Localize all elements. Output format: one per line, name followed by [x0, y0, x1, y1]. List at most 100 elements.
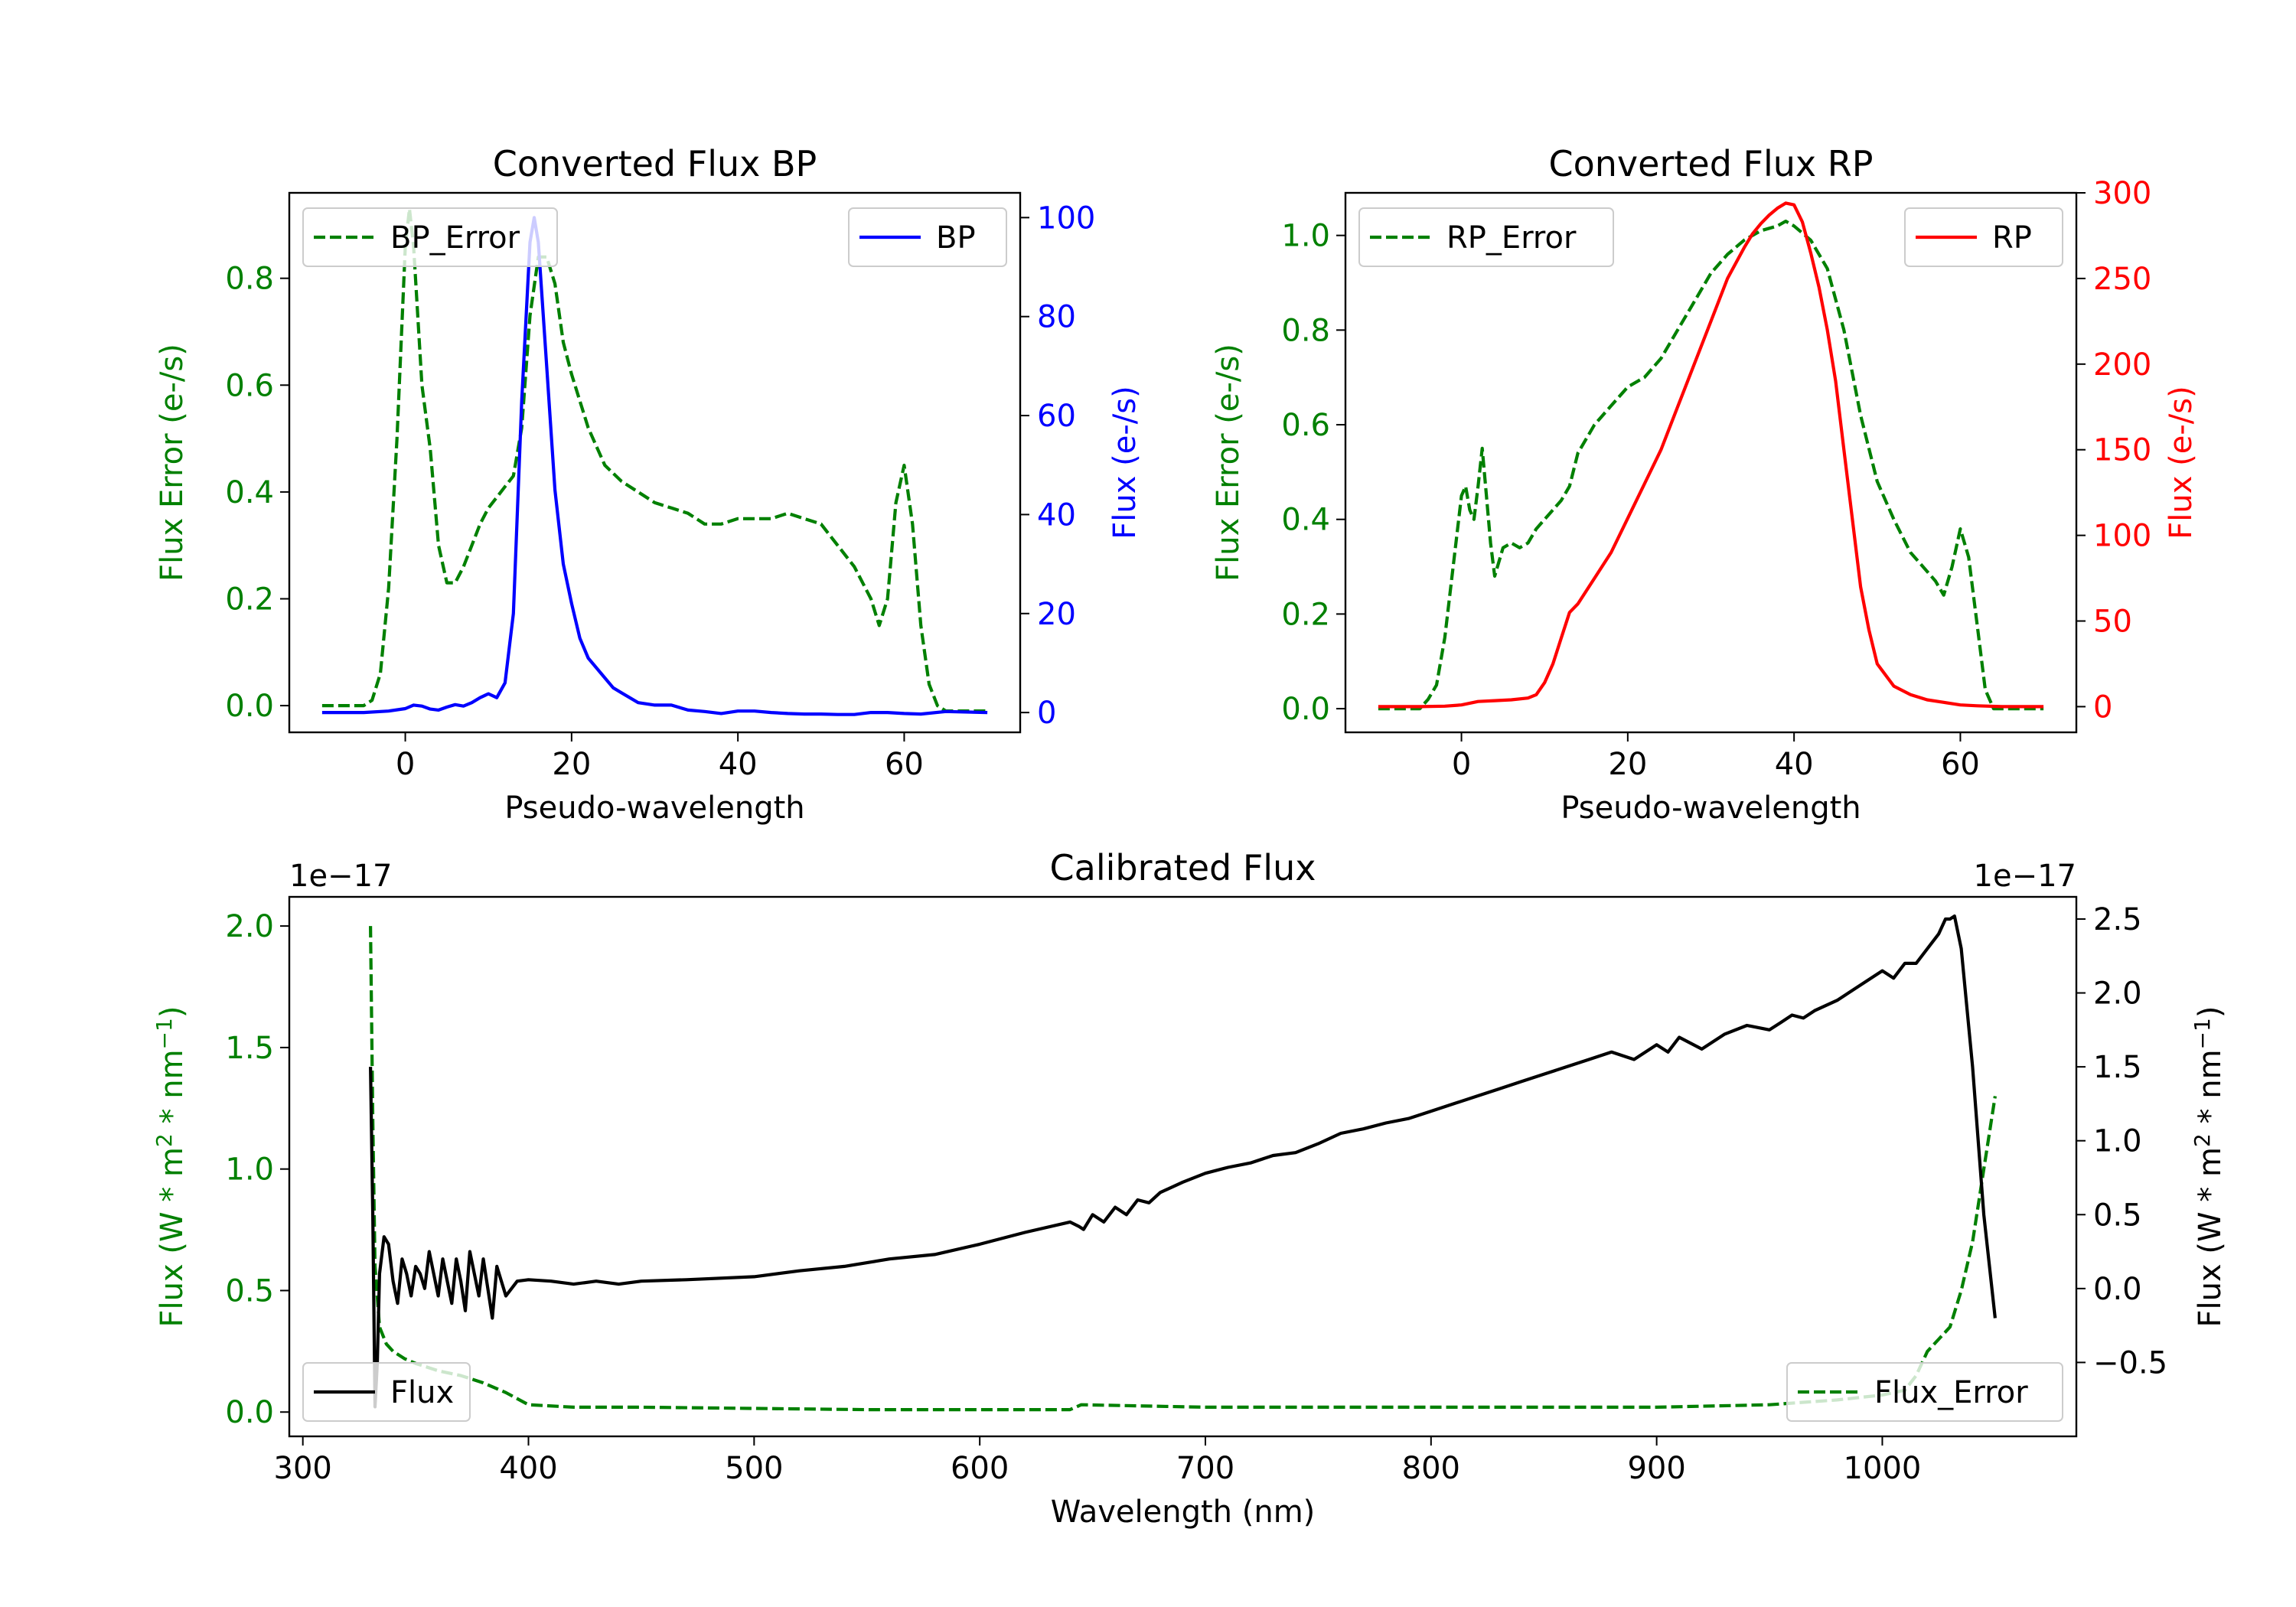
y-right-axis-label: Flux (e-/s)	[1107, 386, 1143, 539]
y-right-tick-label: 150	[2093, 433, 2151, 468]
y-left-axis-label-sup: −1	[152, 1018, 177, 1049]
y-right-tick-label: 0	[2093, 689, 2112, 725]
series-rp-line	[1378, 201, 2044, 709]
y-right-tick-label: 100	[1037, 200, 1095, 236]
y-left-axis-label-part: Flux (W * m	[155, 1147, 190, 1327]
y-left-tick-label: 0.2	[1281, 597, 1330, 632]
rp-chart: 0 20 40 60 0.0 0.2 0.4 0.6 0.8 1.0 0 50 100 150 200 250…	[1211, 143, 2199, 826]
x-axis-label: Wavelength (nm)	[1051, 1495, 1316, 1530]
legend-left-box	[302, 207, 558, 267]
chart-title: Calibrated Flux	[1050, 847, 1316, 888]
y-left-tick-label: 1.0	[225, 1152, 274, 1188]
y-right-axis-label-part: )	[2193, 1006, 2228, 1019]
x-tick-label: 40	[1775, 747, 1814, 782]
y-right-tick-label: −0.5	[2093, 1345, 2167, 1380]
y-left-tick-label: 0.8	[225, 262, 274, 297]
y-left-tick-label: 0.4	[1281, 503, 1330, 538]
y-left-tick-label: 1.5	[225, 1031, 274, 1066]
y-left-tick-label: 0.0	[1281, 692, 1330, 727]
legend-left: Flux	[302, 1362, 471, 1422]
x-tick-label: 500	[725, 1451, 783, 1486]
y-left-axis-label-part: * nm	[155, 1049, 190, 1133]
y-right-tick-label: 2.0	[2093, 976, 2142, 1012]
legend-left: RP_Error	[1358, 207, 1614, 267]
y-right-tick-label: 300	[2093, 176, 2151, 211]
legend-right: RP	[1904, 207, 2063, 267]
x-tick-label: 1000	[1844, 1451, 1922, 1486]
y-left-axis-label: Flux Error (e-/s)	[1211, 344, 1246, 582]
legend-left-box	[1358, 207, 1614, 267]
y-right-axis-label: Flux (W * m2 * nm−1)	[2190, 1006, 2228, 1328]
x-tick-label: 60	[885, 747, 924, 782]
chart-title: Converted Flux BP	[493, 143, 817, 184]
x-tick-label: 300	[274, 1451, 332, 1486]
y-left-offset-text: 1e−17	[289, 859, 392, 894]
x-tick-label: 20	[552, 747, 591, 782]
x-axis-label: Pseudo-wavelength	[504, 790, 804, 826]
y-left-tick-label: 0.5	[225, 1273, 274, 1309]
y-right-axis-label: Flux (e-/s)	[2164, 386, 2199, 539]
series-flux-line	[369, 914, 1997, 1409]
legend-right-box	[1904, 207, 2063, 267]
y-right-tick-label: 80	[1037, 300, 1076, 335]
y-left-axis-label: Flux Error (e-/s)	[155, 344, 190, 582]
x-tick-label: 600	[951, 1451, 1009, 1486]
x-tick-label: 60	[1941, 747, 1980, 782]
series-bp-error-line	[321, 207, 988, 713]
y-right-axis-label-sup: −1	[2190, 1018, 2215, 1049]
series-flux-error-line	[369, 926, 1997, 1412]
legend-right-label: Flux_Error	[1874, 1375, 2028, 1410]
plot-frame	[1344, 191, 2078, 734]
y-right-axis-label-part: * nm	[2193, 1049, 2228, 1133]
legend-right: BP	[848, 207, 1007, 267]
legend-left-label: Flux	[390, 1375, 454, 1410]
x-tick-label: 0	[1452, 747, 1471, 782]
y-left-tick-label: 1.0	[1281, 219, 1330, 254]
y-right-tick-label: 60	[1037, 399, 1076, 434]
y-right-axis-label-sup: 2	[2190, 1133, 2215, 1147]
y-right-tick-label: 20	[1037, 597, 1076, 632]
y-right-tick-label: 50	[2093, 605, 2132, 640]
y-right-tick-label: 1.0	[2093, 1124, 2142, 1159]
legend-left-box	[302, 1362, 471, 1422]
y-right-tick-label: 250	[2093, 262, 2151, 297]
legend-left-label: RP_Error	[1446, 220, 1577, 256]
legend-right-label: RP	[1992, 220, 2032, 256]
y-right-tick-label: 2.5	[2093, 902, 2142, 937]
y-right-offset-text: 1e−17	[1974, 859, 2076, 894]
y-left-tick-label: 0.6	[1281, 408, 1330, 443]
x-tick-label: 400	[499, 1451, 557, 1486]
y-right-tick-label: 0.5	[2093, 1198, 2142, 1233]
chart-title: Converted Flux RP	[1549, 143, 1874, 184]
y-right-tick-label: 100	[2093, 519, 2151, 554]
y-left-tick-label: 0.0	[225, 689, 274, 724]
x-tick-label: 800	[1402, 1451, 1460, 1486]
legend-right-box	[848, 207, 1007, 267]
legend-right-label: BP	[936, 220, 976, 256]
y-left-tick-label: 0.4	[225, 475, 274, 510]
plot-frame	[288, 191, 1022, 734]
y-right-tick-label: 0	[1037, 696, 1056, 731]
y-right-tick-label: 40	[1037, 497, 1076, 533]
bp-chart: 0 20 40 60 0.0 0.2 0.4 0.6 0.8 0 20 40 60 80 100 Conver…	[155, 143, 1143, 826]
y-left-tick-label: 0.8	[1281, 313, 1330, 348]
x-tick-label: 20	[1608, 747, 1647, 782]
y-right-tick-label: 1.5	[2093, 1050, 2142, 1085]
legend-left-label: BP_Error	[390, 220, 520, 256]
legend-left: BP_Error	[302, 207, 558, 267]
y-left-axis-label: Flux (W * m2 * nm−1)	[152, 1006, 190, 1328]
x-tick-label: 900	[1627, 1451, 1685, 1486]
y-right-tick-label: 0.0	[2093, 1272, 2142, 1307]
plot-frame	[288, 895, 2078, 1438]
y-right-axis-label-part: Flux (W * m	[2193, 1147, 2228, 1327]
calibrated-chart: 300 400 500 600 700 800 900 1000 0.0 0.5 1.0 1.5 2.0…	[152, 847, 2228, 1530]
y-left-tick-label: 2.0	[225, 909, 274, 944]
y-left-axis-label-sup: 2	[152, 1133, 177, 1147]
y-left-tick-label: 0.2	[225, 582, 274, 617]
legend-right: Flux_Error	[1786, 1362, 2063, 1422]
y-left-tick-label: 0.0	[225, 1395, 274, 1430]
x-axis-label: Pseudo-wavelength	[1561, 790, 1861, 826]
x-tick-label: 0	[396, 747, 415, 782]
y-right-tick-label: 200	[2093, 347, 2151, 383]
